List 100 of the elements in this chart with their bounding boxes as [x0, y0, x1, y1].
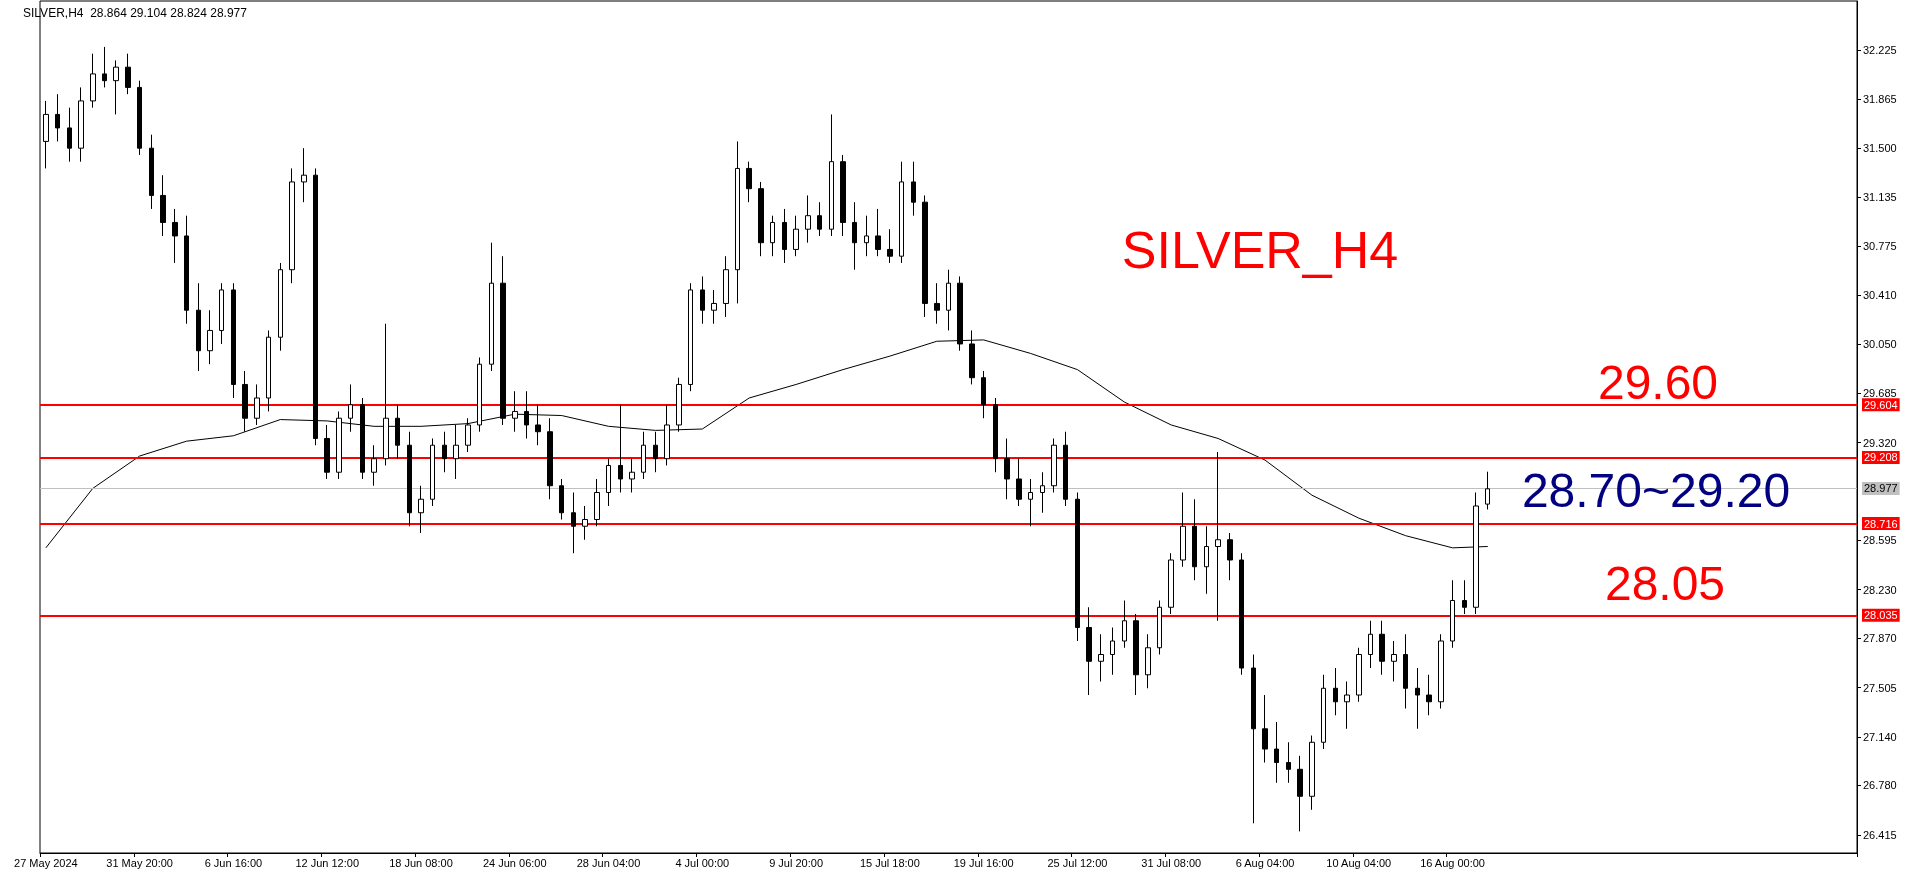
candlestick	[594, 478, 600, 527]
candlestick	[1239, 552, 1244, 676]
candlestick	[1098, 633, 1104, 683]
candlestick	[231, 282, 236, 399]
candlestick	[1192, 498, 1197, 581]
candlestick	[512, 390, 518, 433]
candlestick	[1086, 606, 1092, 696]
x-tick-label: 25 Jul 12:00	[1047, 856, 1108, 869]
ref-line-label: 28.716	[1864, 517, 1898, 530]
candlestick	[324, 424, 330, 480]
annotation: 28.70~29.20	[1521, 463, 1791, 517]
x-tick-label: 18 Jun 08:00	[389, 856, 453, 869]
candlestick	[899, 161, 904, 264]
chart-title: SILVER,H4 28.864 29.104 28.824 28.977	[23, 6, 248, 20]
candlestick	[664, 404, 670, 466]
candlestick	[1063, 431, 1068, 507]
candlestick	[852, 201, 857, 271]
candlestick	[629, 458, 635, 493]
candlestick	[1485, 471, 1490, 510]
candlestick	[547, 417, 553, 500]
x-tick-label: 6 Aug 04:00	[1235, 856, 1295, 869]
candlestick	[242, 370, 248, 433]
candlestick	[1016, 458, 1022, 507]
candlestick	[922, 194, 928, 318]
candlestick	[1168, 552, 1174, 615]
candlestick	[746, 161, 752, 203]
candlestick	[395, 404, 400, 460]
candlestick	[559, 478, 564, 520]
candlestick	[149, 134, 154, 210]
candlestick	[172, 208, 178, 264]
ref-line-label: 29.208	[1864, 451, 1898, 464]
candlestick	[489, 242, 494, 372]
y-tick-label: 32.225	[1863, 44, 1897, 57]
y-tick-label: 27.505	[1863, 681, 1897, 694]
candlestick	[67, 107, 72, 163]
candlestick	[946, 269, 951, 331]
candlestick	[1368, 620, 1373, 669]
candlestick	[993, 397, 998, 473]
y-tick-label: 26.415	[1863, 828, 1897, 841]
candlestick	[266, 329, 271, 412]
candlestick	[711, 289, 717, 325]
candlestick	[817, 201, 822, 237]
y-tick-label: 31.865	[1863, 92, 1897, 105]
candlestick	[160, 174, 166, 237]
candlestick	[1391, 640, 1397, 683]
x-tick-label: 4 Jul 00:00	[675, 856, 730, 869]
x-tick-label: 31 Jul 08:00	[1141, 856, 1202, 869]
candlestick	[1450, 579, 1455, 649]
candlestick	[887, 228, 893, 264]
y-tick-label: 29.685	[1863, 387, 1897, 400]
candlestick	[55, 93, 60, 142]
candlestick	[723, 255, 729, 318]
candlestick	[254, 383, 260, 426]
x-tick-label: 6 Jun 16:00	[204, 856, 263, 869]
candlestick	[782, 208, 787, 264]
candlestick	[571, 491, 576, 554]
candlestick	[1344, 681, 1350, 730]
candlestick	[219, 282, 224, 345]
candlestick	[1204, 525, 1209, 595]
candlestick	[1157, 600, 1162, 656]
candlestick	[1227, 532, 1233, 581]
y-tick-label: 27.870	[1863, 632, 1897, 645]
candlestick	[1051, 437, 1057, 493]
annotation: 28.05	[1604, 556, 1726, 610]
y-tick-label: 28.230	[1863, 583, 1897, 596]
candlestick	[641, 431, 646, 480]
candlestick	[442, 431, 447, 473]
candlestick	[875, 208, 881, 257]
candlestick	[418, 485, 424, 534]
candlestick	[465, 417, 471, 453]
candlestick	[43, 100, 49, 169]
candlestick	[676, 377, 682, 433]
candlestick	[453, 424, 459, 480]
candlestick	[78, 86, 84, 163]
candlestick	[1215, 451, 1221, 622]
candlestick	[125, 53, 131, 95]
candlestick	[758, 181, 764, 257]
candlestick	[360, 397, 365, 480]
candlestick	[278, 262, 283, 352]
x-tick-label: 27 May 2024	[14, 856, 78, 869]
x-tick-label: 15 Jul 18:00	[859, 856, 920, 869]
x-tick-label: 16 Aug 00:00	[1420, 856, 1485, 869]
candlestick	[1133, 613, 1139, 696]
candlestick	[430, 437, 435, 507]
candlestick	[407, 431, 412, 527]
candlestick	[1462, 579, 1467, 615]
candlestick	[606, 458, 611, 507]
candlestick	[1426, 674, 1432, 716]
candlestick	[1004, 437, 1010, 500]
ref-line-label: 28.035	[1864, 609, 1898, 622]
candlestick	[653, 431, 658, 473]
candlestick	[477, 356, 482, 433]
y-tick-label: 30.775	[1863, 240, 1897, 253]
candlestick	[618, 404, 623, 493]
candlestick	[301, 147, 307, 203]
candlestick	[1356, 647, 1362, 703]
candlestick	[113, 59, 119, 115]
x-tick-label: 24 Jun 06:00	[482, 856, 547, 869]
ref-line-label: 28.977	[1864, 482, 1898, 495]
y-tick-label: 31.135	[1863, 191, 1897, 204]
